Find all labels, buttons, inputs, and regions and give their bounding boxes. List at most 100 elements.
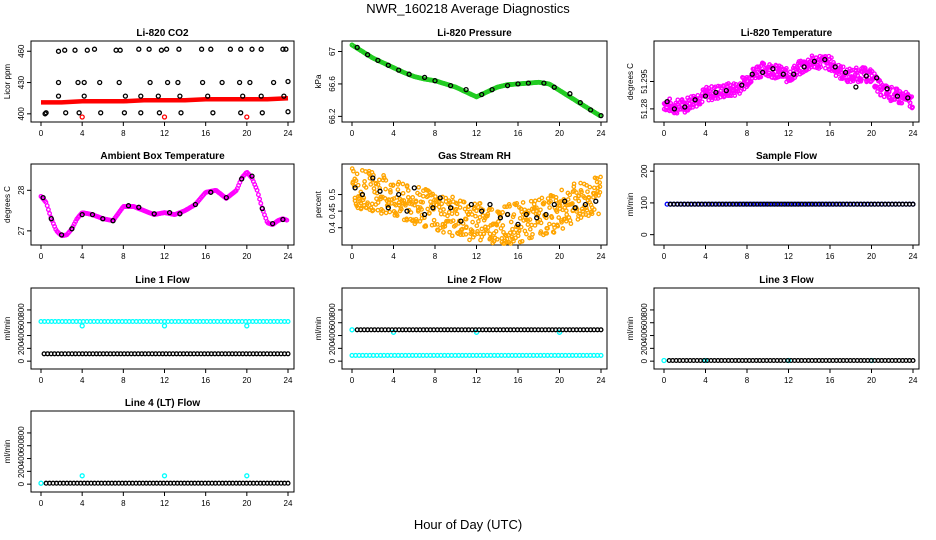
data-point (238, 110, 244, 116)
data-point (433, 194, 438, 199)
y-tick-label: 400 (17, 107, 26, 121)
x-tick-label: 24 (284, 252, 293, 261)
y-tick-label: 200 (640, 164, 649, 178)
data-point (375, 200, 381, 205)
chart-title: Line 4 (LT) Flow (125, 398, 201, 409)
chart-panel: Sample Flow ml/min 0 4 8 12 16 20 24 0 100 200 (626, 151, 920, 261)
y-tick-label: 800 (640, 303, 649, 317)
data-point (536, 210, 542, 216)
data-point (907, 100, 913, 106)
data-point (723, 87, 729, 94)
data-point (79, 323, 85, 329)
data-point (539, 195, 545, 201)
x-tick-label: 4 (391, 376, 396, 385)
data-point (475, 229, 480, 234)
x-tick-label: 16 (201, 129, 210, 138)
data-point (594, 179, 600, 185)
data-point (386, 200, 392, 206)
data-series (43, 480, 291, 486)
data-point (40, 194, 46, 201)
data-point (411, 185, 417, 191)
data-point (121, 110, 128, 116)
x-tick-label: 8 (745, 129, 750, 138)
data-point (365, 200, 370, 206)
data-point (269, 220, 276, 227)
data-point (699, 99, 705, 105)
data-point (192, 201, 199, 208)
x-tick-label: 20 (867, 252, 876, 261)
data-series (661, 53, 915, 116)
data-point (97, 79, 103, 86)
data-point (459, 226, 465, 232)
chart-panel: Li-820 Pressure kPa 0 4 8 12 16 20 24 66.2 66.6 67 (314, 28, 608, 138)
data-point (388, 182, 394, 188)
data-point (463, 86, 469, 93)
data-point (543, 211, 549, 218)
data-point (679, 97, 685, 102)
data-point (58, 232, 65, 238)
x-tick-label: 20 (867, 376, 876, 385)
data-point (532, 198, 538, 204)
plot-frame (341, 287, 608, 370)
plot-frame (653, 163, 920, 246)
x-tick-label: 12 (784, 376, 793, 385)
data-point (473, 213, 478, 219)
data-point (586, 195, 592, 201)
data-point (354, 171, 360, 177)
y-tick-label: 400 (640, 328, 649, 342)
data-point (692, 97, 698, 103)
y-tick-label: 28 (17, 185, 26, 194)
data-point (258, 93, 264, 99)
x-tick-label: 16 (514, 129, 523, 138)
data-series (79, 323, 250, 329)
data-point (62, 47, 68, 53)
data-point (166, 209, 173, 216)
data-point (838, 64, 844, 69)
data-point (425, 206, 431, 212)
data-point (383, 210, 389, 216)
x-tick-label: 4 (80, 499, 85, 508)
x-tick-label: 12 (784, 129, 793, 138)
data-point (223, 194, 229, 201)
data-point (259, 110, 265, 116)
data-point (579, 189, 584, 195)
data-point (504, 236, 510, 242)
x-tick-label: 20 (242, 129, 251, 138)
data-series (349, 42, 603, 119)
x-tick-label: 12 (160, 252, 169, 261)
data-point (239, 176, 245, 182)
x-tick-label: 20 (555, 252, 564, 261)
data-point (138, 93, 144, 99)
data-point (376, 177, 382, 183)
chart-panel: Gas Stream RH percent 0 4 8 12 16 20 24 0.4 0.45 0.… (314, 151, 608, 261)
data-point (528, 198, 534, 204)
data-point (408, 210, 414, 215)
data-point (759, 69, 766, 76)
plot-frame (653, 287, 920, 370)
data-point (500, 223, 506, 228)
data-point (468, 201, 474, 208)
data-point (81, 93, 87, 99)
data-point (515, 81, 521, 87)
x-tick-label: 16 (201, 376, 210, 385)
data-point (428, 199, 433, 205)
data-point (530, 231, 535, 237)
data-point (702, 93, 709, 99)
data-point (545, 226, 550, 231)
data-point (510, 214, 516, 220)
data-series (354, 327, 604, 333)
data-point (42, 111, 48, 117)
data-point (464, 224, 469, 230)
data-point (400, 190, 406, 196)
data-point (527, 235, 532, 241)
data-point (881, 94, 887, 100)
data-point (791, 71, 797, 77)
x-tick-label: 8 (745, 252, 750, 261)
data-point (100, 216, 106, 222)
x-tick-label: 8 (121, 129, 126, 138)
data-series (666, 357, 916, 364)
data-point (758, 74, 764, 80)
data-point (598, 327, 604, 333)
data-point (554, 209, 560, 215)
data-point (589, 211, 595, 217)
